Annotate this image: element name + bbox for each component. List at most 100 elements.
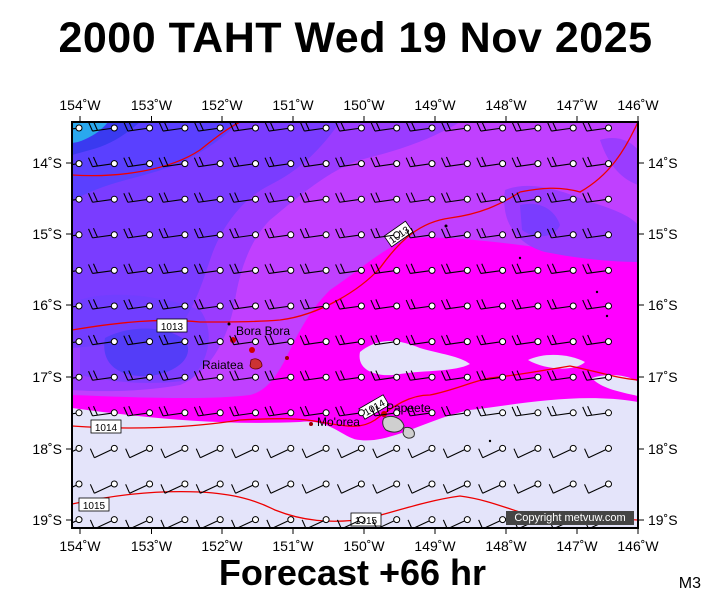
wind-barb (513, 444, 542, 459)
wind-barb (582, 227, 612, 239)
wind-barb (476, 192, 507, 203)
wind-barb (72, 444, 83, 453)
wind-barb (335, 122, 365, 132)
wind-barb (405, 299, 436, 310)
y-tick-label-right: 15˚S (648, 226, 678, 242)
wind-barb (264, 122, 295, 132)
wind-barb (582, 405, 612, 417)
wind-barb (511, 334, 542, 346)
wind-barb (372, 480, 401, 494)
wind-barb (229, 334, 259, 346)
wind-barb (158, 192, 189, 203)
wind-barb (123, 370, 154, 381)
wind-barb (158, 334, 189, 346)
wind-barb (478, 480, 507, 494)
wind-barb (335, 299, 365, 310)
island-marker (249, 347, 255, 353)
wind-barb (335, 370, 365, 381)
y-tick-label-right: 18˚S (648, 441, 678, 457)
wind-barb (123, 334, 154, 346)
x-tick-label-bottom: 153˚W (131, 538, 173, 554)
wind-barb (476, 263, 507, 275)
x-tick-label-top: 154˚W (59, 97, 101, 113)
wind-barb (160, 444, 189, 459)
atoll-marker (605, 314, 609, 318)
wind-barb (441, 405, 471, 417)
wind-barb (231, 444, 259, 459)
isobar-label: 1014 (95, 423, 118, 434)
wind-barb (511, 156, 542, 168)
atoll-marker (595, 290, 599, 294)
place-label-bora-bora: Bora Bora (236, 324, 290, 338)
wind-barb (370, 227, 401, 239)
wind-barb (229, 370, 259, 381)
wind-barb (442, 480, 471, 494)
wind-barb (88, 122, 118, 132)
wind-barb (264, 370, 295, 381)
x-tick-label-top: 148˚W (485, 97, 527, 113)
wind-barbs (72, 122, 612, 528)
wind-barb (158, 156, 189, 168)
wind-barb (229, 405, 259, 417)
wind-barb (72, 409, 83, 417)
y-tick-label-left: 15˚S (32, 226, 62, 242)
wind-barb (158, 299, 189, 310)
wind-barb (193, 156, 224, 168)
wind-barb (125, 444, 154, 459)
map-code: M3 (678, 575, 701, 592)
forecast-label: Forecast +66 hr (218, 552, 487, 593)
atoll-marker (488, 439, 492, 443)
wind-barb (88, 405, 118, 417)
wind-barb (407, 444, 436, 459)
tahiti-island (382, 415, 405, 433)
wind-barb (370, 405, 401, 417)
wind-barb (264, 299, 295, 310)
wind-barb (335, 405, 365, 417)
wind-barb (546, 192, 577, 203)
wind-barb (299, 334, 330, 346)
wind-barb (372, 444, 401, 459)
x-tick-label-top: 150˚W (343, 97, 385, 113)
wind-barb (405, 370, 436, 381)
wind-barb (511, 122, 542, 132)
wind-barb (193, 370, 224, 381)
wind-barb (511, 405, 542, 417)
wind-barb (370, 122, 401, 132)
wind-barb (370, 263, 401, 275)
map-title: 2000 TAHT Wed 19 Nov 2025 (58, 14, 653, 62)
wind-barb (511, 227, 542, 239)
wind-barb (88, 156, 118, 168)
wind-barb (405, 122, 436, 132)
wind-barb (301, 480, 330, 494)
wind-barb (264, 227, 295, 239)
wind-barb (88, 370, 118, 381)
forecast-subtitle: Forecast +66 hr (0, 552, 711, 594)
wind-barb (405, 405, 436, 417)
wind-barb (193, 334, 224, 346)
wind-barb (442, 444, 471, 459)
wind-barb (264, 156, 295, 168)
wind-barb (405, 192, 436, 203)
x-tick-label-top: 152˚W (201, 97, 243, 113)
wind-barb (299, 299, 330, 310)
wind-barb (441, 227, 471, 239)
wind-barb (476, 156, 507, 168)
wind-barb (72, 195, 83, 203)
wind-barb (582, 263, 612, 275)
y-tick-label-left: 17˚S (32, 369, 62, 385)
y-tick-label-left: 19˚S (32, 512, 62, 528)
wind-barb (511, 192, 542, 203)
wind-barb (511, 370, 542, 381)
wind-barb (511, 299, 542, 310)
wind-barb (264, 405, 295, 417)
wind-barb (582, 370, 612, 381)
wind-barb (546, 370, 577, 381)
island-marker (285, 356, 289, 360)
wind-barb (193, 192, 224, 203)
wind-barb (582, 334, 612, 346)
wind-barb (158, 122, 189, 132)
wind-barb (441, 370, 471, 381)
wind-barb (193, 299, 224, 310)
wind-barb (335, 192, 365, 203)
